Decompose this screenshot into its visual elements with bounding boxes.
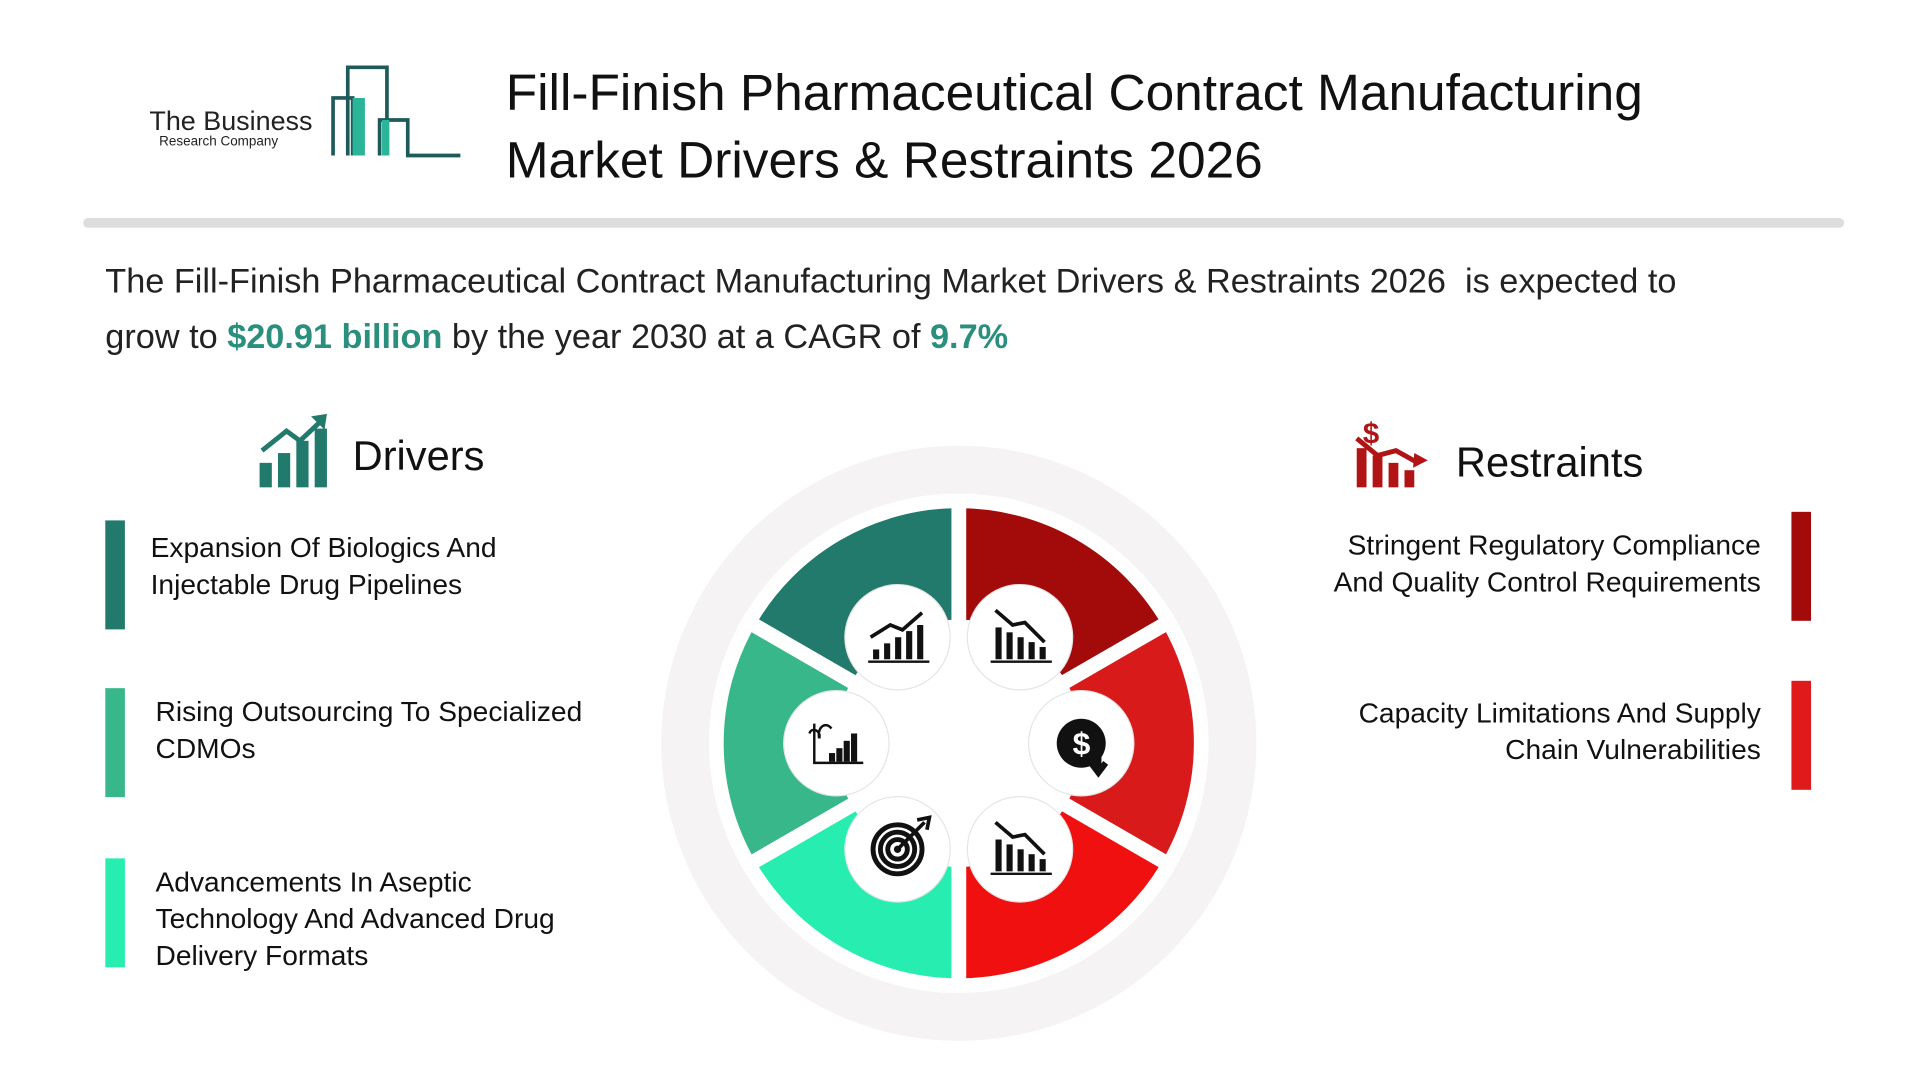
icon [808, 723, 833, 739]
driver-text: Expansion Of Biologics And [151, 532, 497, 563]
logo-subname: Research Company [159, 134, 278, 149]
logo-name: The Business [149, 106, 312, 136]
icon [1017, 637, 1024, 660]
intro-text: by the year 2030 at a CAGR of [442, 318, 930, 356]
icon [994, 608, 1046, 644]
icon [851, 733, 858, 762]
icon [1028, 642, 1035, 660]
restraint-text: Capacity Limitations And Supply [1359, 697, 1762, 728]
icon [1028, 854, 1035, 872]
restraint-text: And Quality Control Requirements [1334, 566, 1761, 597]
restraint-text: Stringent Regulatory Compliance [1348, 530, 1761, 561]
driver-text: Injectable Drug Pipelines [151, 569, 462, 600]
icon-circle [783, 690, 890, 797]
restraint-text: Capacity Limitations And Supply Chain Vul… [1359, 697, 1762, 765]
intro-text: The Fill-Finish Pharmaceutical Contract … [105, 263, 1676, 301]
restraint-bar [1791, 680, 1812, 790]
drivers-heading: Drivers [353, 432, 485, 479]
icon [1039, 859, 1046, 872]
icon [1017, 849, 1024, 872]
driver-bar [105, 520, 125, 630]
icon [1039, 647, 1046, 660]
icon [873, 649, 880, 660]
driver-text: Delivery Formats [156, 940, 369, 971]
icon [896, 815, 932, 851]
icon [884, 643, 891, 660]
driver-text: Rising Outsourcing To Specialized [156, 696, 583, 727]
icon [1006, 844, 1013, 872]
icon [843, 740, 850, 762]
icon-circle: $ [1027, 690, 1135, 797]
restraint-bar [1791, 511, 1812, 621]
icon [1088, 753, 1109, 778]
driver-text: Advancements In Aseptic Technology And Ad… [156, 866, 555, 970]
logo: The Business Research Company [149, 65, 461, 158]
restraint-text: Stringent Regulatory Compliance And Quali… [1334, 530, 1761, 598]
divider [83, 217, 1845, 228]
driver-text: Rising Outsourcing To Specialized CDMOs [156, 696, 583, 764]
market-size: $20.91 billion [227, 318, 442, 356]
icon [877, 829, 918, 869]
title: Fill-Finish Pharmaceutical Contract Manu… [506, 63, 1643, 121]
icon [995, 627, 1002, 660]
restraint-text: Chain Vulnerabilities [1505, 734, 1761, 765]
icon [836, 748, 843, 762]
driver-text: Expansion Of Biologics And Injectable Dru… [151, 532, 497, 600]
icon [813, 723, 864, 765]
icon-circle [844, 583, 951, 691]
icon [885, 837, 910, 862]
icon [994, 820, 1046, 856]
icon: $ [1073, 725, 1091, 761]
icon [870, 822, 925, 877]
intro-text: grow to [105, 318, 227, 356]
icon-circle [966, 583, 1074, 691]
icon [828, 753, 836, 762]
title: Market Drivers & Restraints 2026 [506, 131, 1263, 189]
svg-text:$: $ [1363, 417, 1379, 450]
icon-bg [966, 796, 1074, 903]
icon-bg [783, 690, 890, 797]
driver-text: CDMOs [156, 733, 256, 764]
drivers-icon [259, 413, 327, 488]
icon [995, 839, 1002, 872]
driver-bar [105, 688, 125, 798]
wheel: $ [661, 445, 1257, 1041]
driver-text: Advancements In Aseptic [156, 866, 472, 897]
restraints-icon: $ [1355, 417, 1428, 488]
driver-text: Technology And Advanced Drug [156, 903, 555, 934]
icon-circle [966, 796, 1074, 903]
icon [906, 631, 913, 660]
icon [1056, 718, 1106, 768]
cagr: 9.7% [930, 318, 1008, 356]
icon-circle [844, 796, 951, 903]
icon [1006, 632, 1013, 660]
icon [917, 624, 924, 660]
driver-bar [105, 858, 125, 968]
icon [895, 637, 902, 660]
restraints-heading: Restraints [1456, 438, 1643, 485]
icon [869, 611, 924, 639]
intro-text: grow to $20.91 billion by the year 2030 … [105, 318, 1008, 356]
